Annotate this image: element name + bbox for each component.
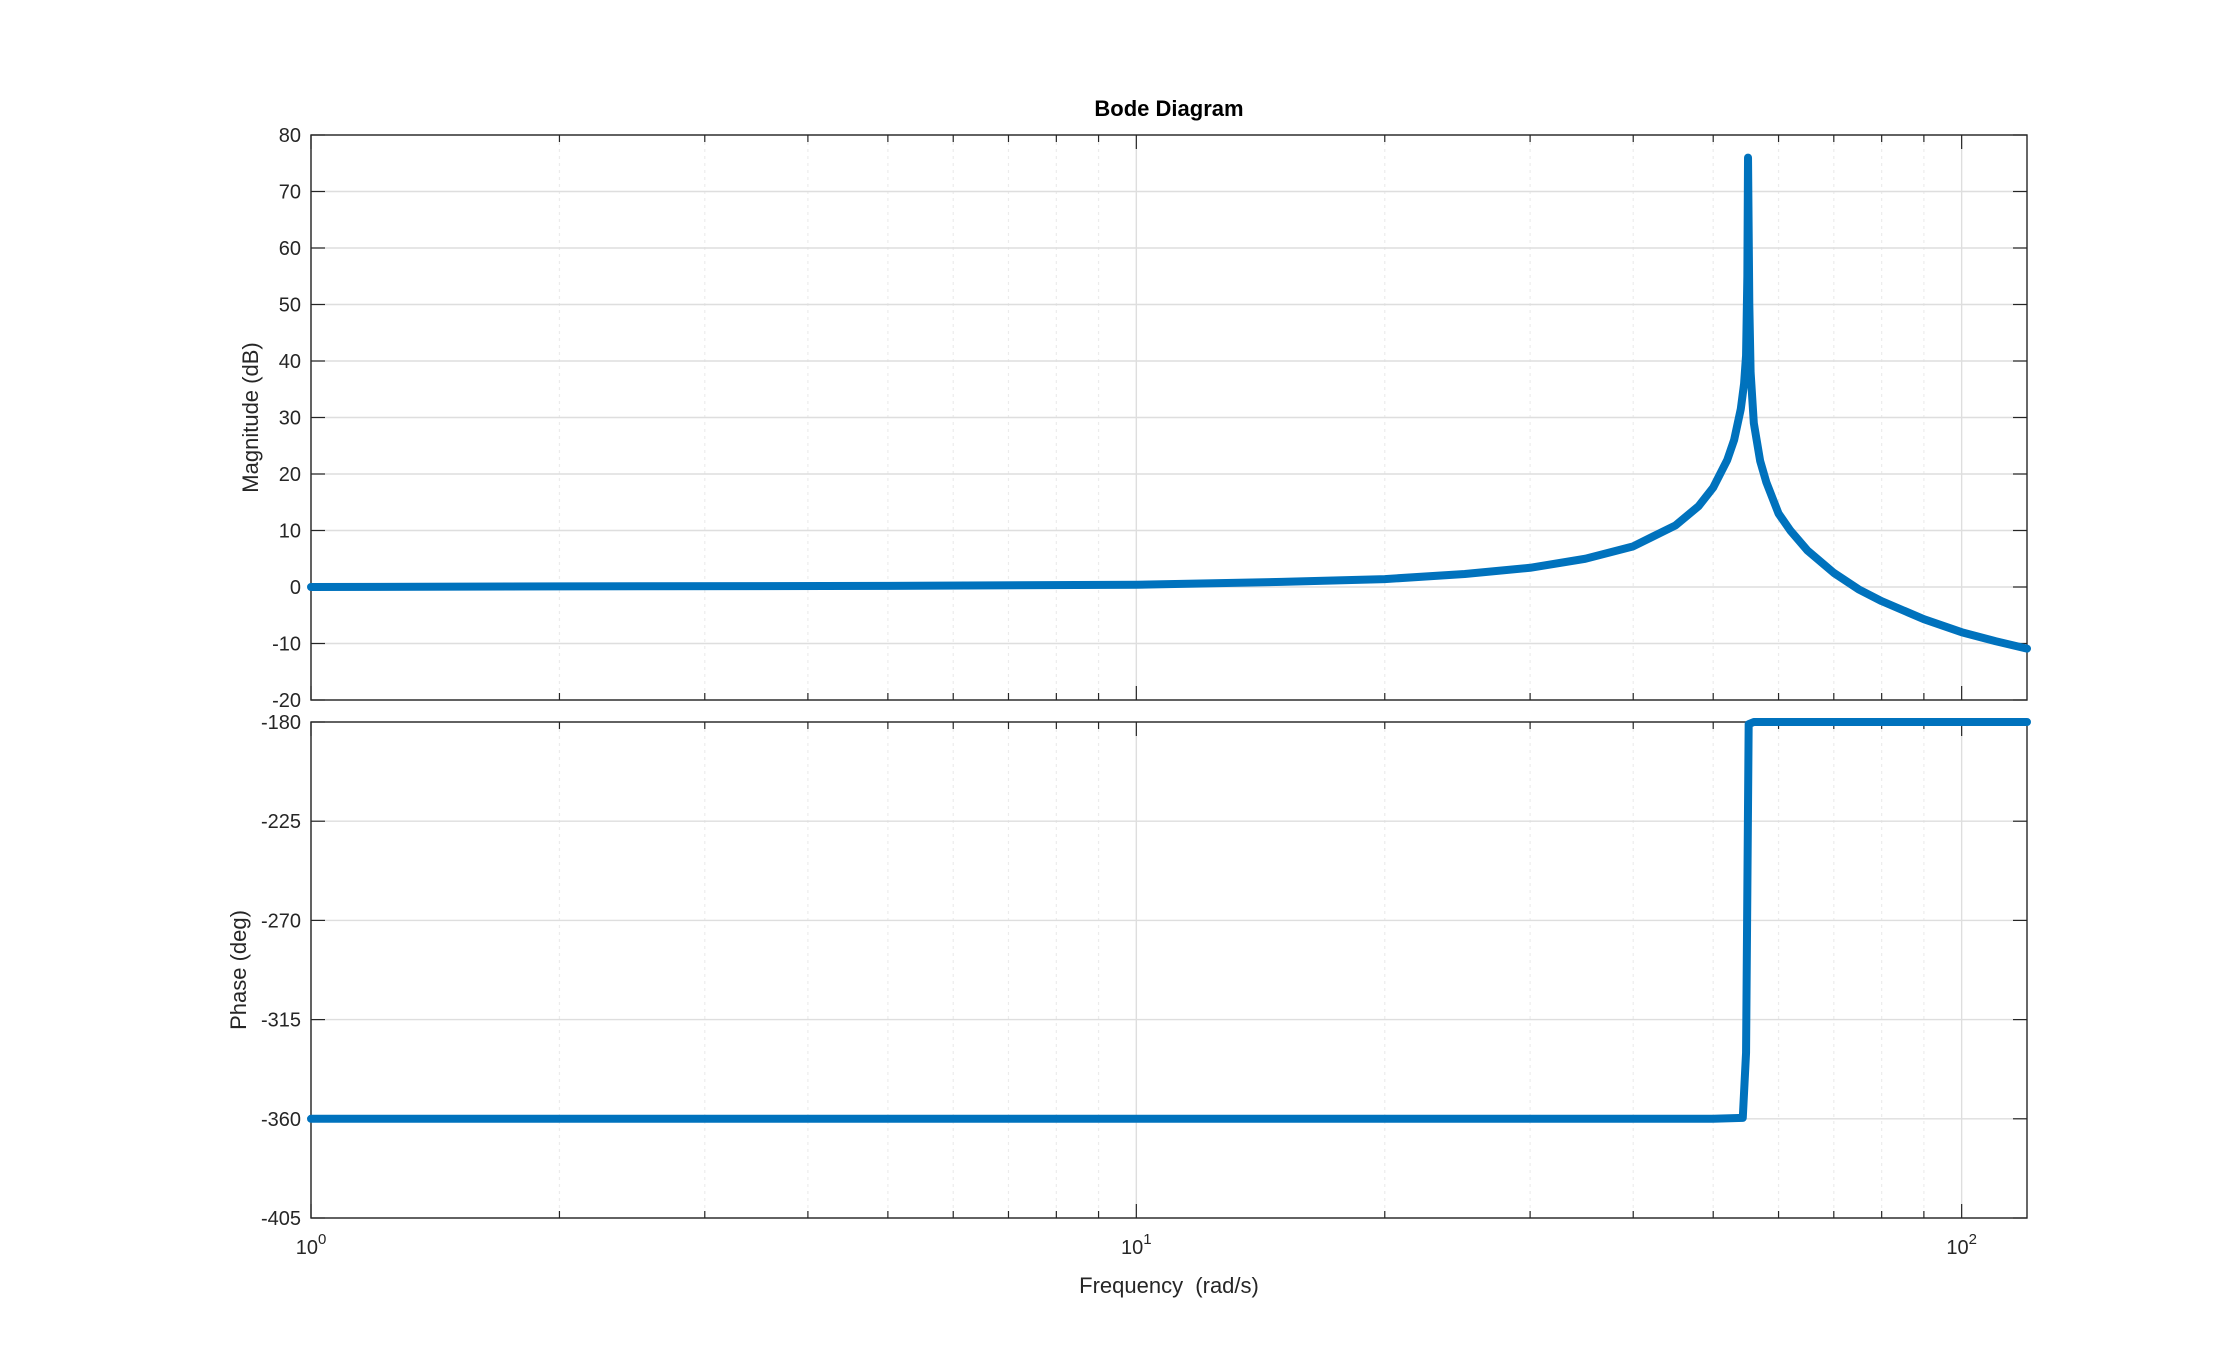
y-tick-label: 70 [279, 182, 301, 204]
phase-axes-frame [310, 721, 2028, 1219]
y-tick-label: -20 [272, 690, 301, 712]
y-tick-label: -180 [261, 712, 301, 734]
y-tick-label: 0 [290, 577, 301, 599]
phase-response-line [307, 718, 2031, 1123]
x-tick-label: 101 [1121, 1231, 1152, 1259]
y-tick-label: -225 [261, 811, 301, 833]
y-tick-label: 20 [279, 464, 301, 486]
y-tick-label: -315 [261, 1010, 301, 1032]
y-tick-label: -405 [261, 1208, 301, 1230]
y-tick-label: 50 [279, 295, 301, 317]
y-tick-label: 60 [279, 238, 301, 260]
magnitude-axes: -20 -10 0 10 20 30 40 50 60 70 80 [272, 125, 2031, 712]
x-tick-label: 102 [1946, 1231, 1977, 1259]
y-tick-label: -360 [261, 1109, 301, 1131]
frequency-xlabel: Frequency (rad/s) [1079, 1273, 1259, 1298]
phase-axes: -405 -360 -315 -270 -225 -180 100 101 102 [261, 712, 2031, 1259]
magnitude-response-line [307, 153, 2031, 653]
phase-plot-area [311, 722, 2027, 1218]
magnitude-ylabel: Magnitude (dB) [238, 342, 263, 492]
phase-ylabel: Phase (deg) [226, 910, 251, 1030]
x-tick-label: 100 [296, 1231, 327, 1259]
y-tick-label: 40 [279, 351, 301, 373]
y-tick-label: 10 [279, 521, 301, 543]
y-tick-label: -270 [261, 910, 301, 932]
y-tick-label: -10 [272, 634, 301, 656]
magnitude-axes-frame [310, 134, 2028, 701]
chart-title: Bode Diagram [1094, 96, 1243, 121]
y-tick-label: 30 [279, 408, 301, 430]
y-tick-label: 80 [279, 125, 301, 147]
